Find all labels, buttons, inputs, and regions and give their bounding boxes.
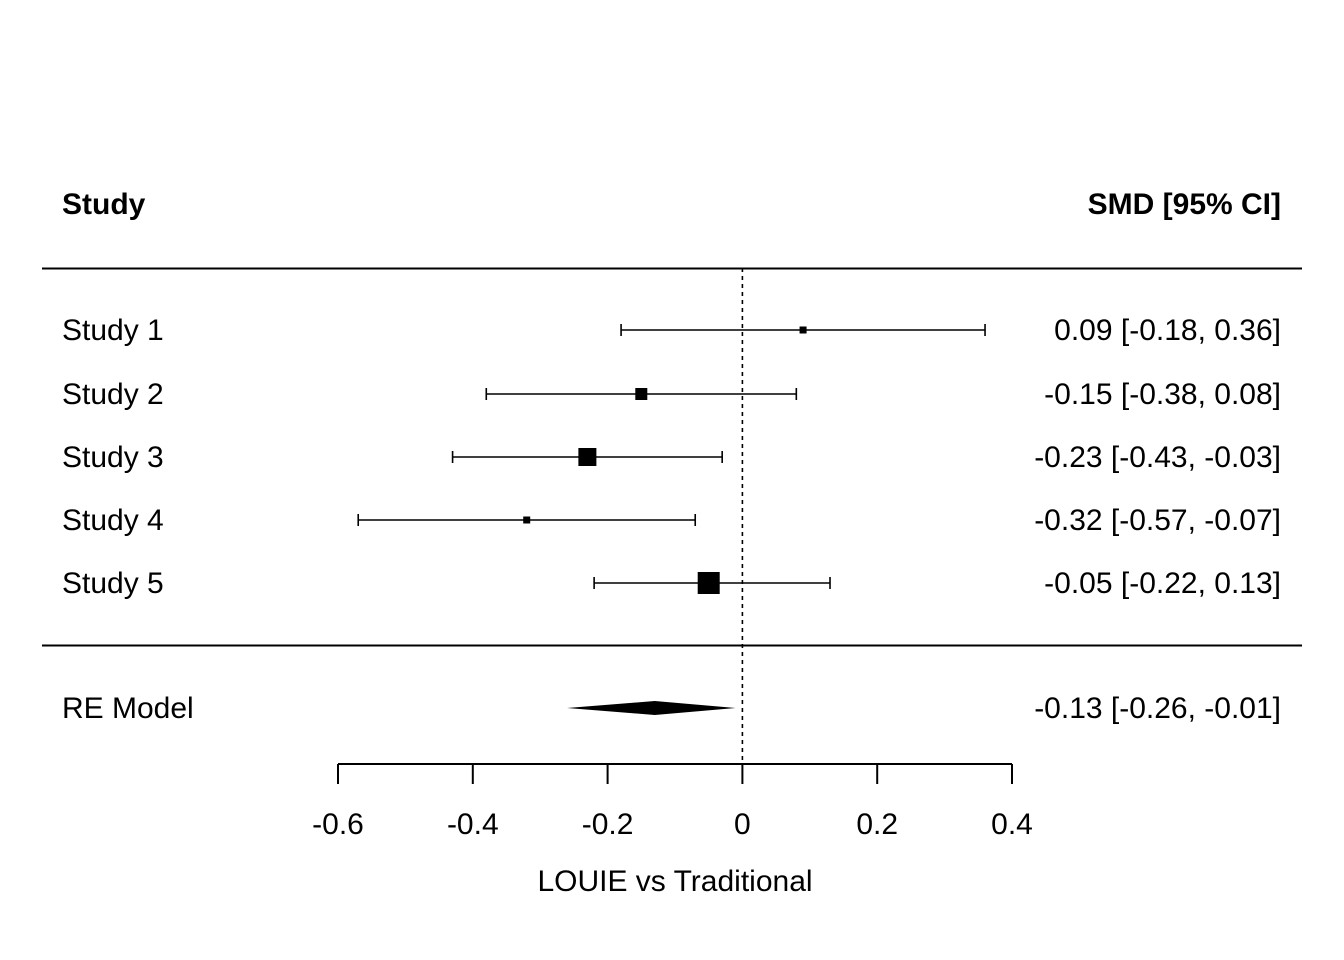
study-label: Study 4: [62, 504, 164, 537]
study-row: Study 5 -0.05 [-0.22, 0.13]: [62, 567, 1281, 600]
header-smd-ci: SMD [95% CI]: [1088, 188, 1281, 221]
x-axis-label: LOUIE vs Traditional: [537, 865, 812, 898]
estimate-marker: [799, 326, 807, 334]
x-axis: -0.6 -0.4 -0.2 0 0.2 0.4: [312, 763, 1033, 841]
study-label: Study 5: [62, 567, 164, 600]
summary-ci-text: -0.13 [-0.26, -0.01]: [1034, 692, 1281, 725]
x-tick-label: 0.4: [991, 808, 1033, 841]
estimate-ci-text: -0.32 [-0.57, -0.07]: [1034, 504, 1281, 537]
study-label: Study 2: [62, 378, 164, 411]
estimate-marker: [578, 448, 597, 466]
summary-row: RE Model -0.13 [-0.26, -0.01]: [62, 692, 1281, 725]
study-row: Study 3 -0.23 [-0.43, -0.03]: [62, 441, 1281, 474]
estimate-ci-text: -0.15 [-0.38, 0.08]: [1044, 378, 1281, 411]
study-row: Study 4 -0.32 [-0.57, -0.07]: [62, 504, 1281, 537]
study-rows: Study 1 0.09 [-0.18, 0.36] Study 2 -0.15 [-…: [62, 314, 1281, 600]
summary-label: RE Model: [62, 692, 194, 725]
estimate-ci-text: -0.05 [-0.22, 0.13]: [1044, 567, 1281, 600]
x-tick-label: -0.2: [582, 808, 634, 841]
x-tick-label: -0.4: [447, 808, 499, 841]
header-study: Study: [62, 188, 146, 221]
estimate-marker: [523, 516, 531, 524]
x-tick-label: 0: [734, 808, 751, 841]
x-tick-label: 0.2: [856, 808, 898, 841]
estimate-ci-text: -0.23 [-0.43, -0.03]: [1034, 441, 1281, 474]
x-tick-label: -0.6: [312, 808, 364, 841]
study-row: Study 1 0.09 [-0.18, 0.36]: [62, 314, 1281, 347]
estimate-marker: [697, 572, 720, 594]
estimate-marker: [635, 388, 648, 400]
study-label: Study 3: [62, 441, 164, 474]
study-row: Study 2 -0.15 [-0.38, 0.08]: [62, 378, 1281, 411]
study-label: Study 1: [62, 314, 164, 347]
estimate-ci-text: 0.09 [-0.18, 0.36]: [1054, 314, 1281, 347]
summary-diamond: [567, 701, 736, 715]
